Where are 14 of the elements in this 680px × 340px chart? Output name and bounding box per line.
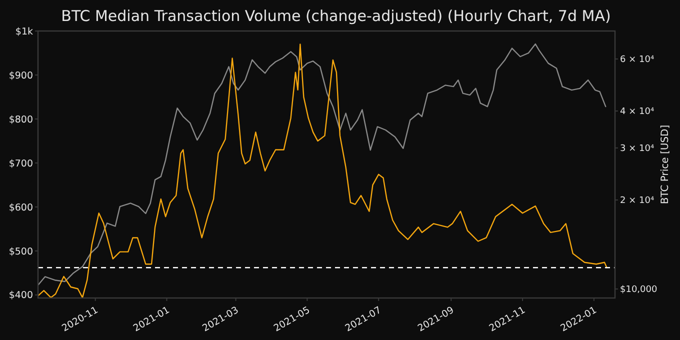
y-tick-label: $800	[8, 114, 33, 126]
y-tick-label: $700	[8, 158, 33, 170]
y-tick-label: $400	[8, 290, 33, 302]
y2-axis-title: BTC Price [USD]	[660, 124, 671, 204]
y2-tick-label: $10,000	[620, 285, 658, 296]
y-tick-label: $600	[8, 202, 33, 214]
y2-tick-label: 4 × 10⁴	[620, 107, 654, 118]
y-tick-label: $500	[8, 246, 33, 258]
y2-tick-label: 6 × 10⁴	[620, 55, 654, 66]
chart-title: BTC Median Transaction Volume (change-adjusted) (Hourly Chart, 7d MA)	[61, 7, 611, 25]
y2-tick-label: 3 × 10⁴	[620, 144, 654, 154]
y2-tick-label: 2 × 10⁴	[620, 196, 654, 206]
y-tick-label: $1k	[15, 26, 34, 38]
y-tick-label: $900	[8, 70, 33, 82]
